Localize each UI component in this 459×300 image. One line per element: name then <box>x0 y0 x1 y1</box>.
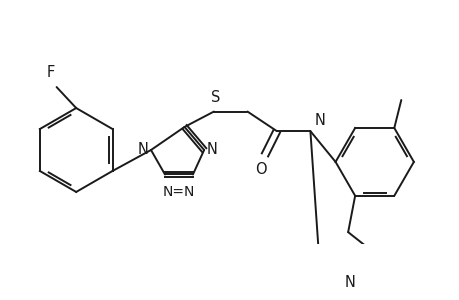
Text: N: N <box>344 275 355 290</box>
Text: N: N <box>314 112 325 128</box>
Text: N=N: N=N <box>162 185 195 199</box>
Text: N: N <box>207 142 217 158</box>
Text: S: S <box>210 90 219 105</box>
Text: F: F <box>47 65 55 80</box>
Text: N: N <box>137 142 148 158</box>
Text: O: O <box>254 162 266 177</box>
